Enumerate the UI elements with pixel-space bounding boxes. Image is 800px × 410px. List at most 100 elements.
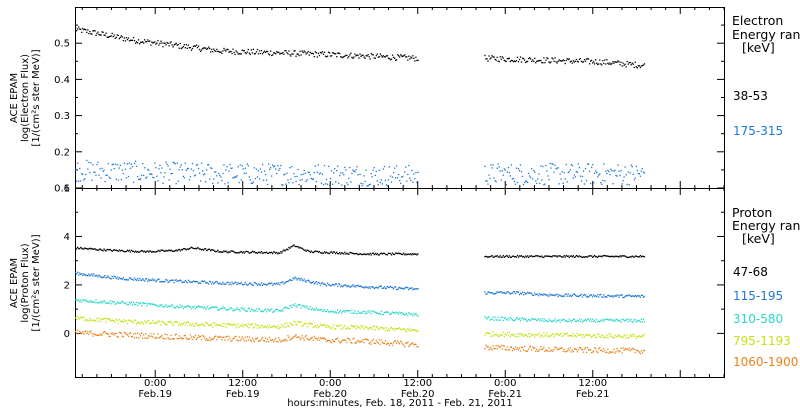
data-point [576,351,579,353]
data-point [565,163,567,166]
data-point [604,180,606,182]
data-point [92,275,94,277]
data-point [510,59,513,62]
data-point [297,168,299,171]
data-point [327,165,330,168]
data-point [178,280,180,282]
data-point [583,293,586,296]
data-point [327,252,330,255]
data-point [181,338,183,340]
data-point [552,320,554,322]
data-point [205,181,207,183]
data-point [539,348,541,350]
data-point [567,335,569,337]
y-tick-label: 0.1 [54,184,70,195]
data-point [539,293,541,295]
data-point [391,311,394,313]
data-point [385,184,388,186]
data-point [488,174,490,176]
data-point [640,170,643,172]
data-point [282,340,284,342]
data-point [300,247,302,249]
data-point [152,250,154,253]
data-point [225,309,227,311]
data-point [400,253,402,255]
data-point [604,336,606,338]
data-point [611,351,613,353]
data-point [522,318,525,321]
data-point [343,174,345,176]
data-point [506,171,508,173]
data-point [181,249,183,251]
data-point [542,165,544,168]
data-point [370,313,372,315]
data-point [404,328,406,331]
data-point [256,48,259,51]
data-point [86,31,88,34]
data-point [214,322,216,324]
data-point [605,170,607,173]
data-point [498,335,500,338]
data-point [221,325,223,327]
data-point [301,325,303,327]
data-point [330,170,333,172]
data-point [403,184,405,187]
data-point [560,332,562,334]
data-point [335,181,337,183]
data-point [549,293,551,295]
data-point [171,303,173,306]
data-point [414,253,416,255]
data-point [638,335,641,337]
data-point [258,251,261,253]
data-point [341,252,343,254]
data-point [354,171,356,173]
data-point [177,337,179,340]
data-point [416,330,418,333]
data-point [249,282,251,284]
data-point [301,304,303,307]
data-point [623,334,625,336]
data-point [319,337,322,339]
data-point [268,282,271,284]
data-point [134,278,137,281]
data-point [260,338,263,340]
data-point [499,319,501,321]
data-point [87,168,89,170]
data-point [632,256,634,258]
data-point [410,330,412,332]
data-point [413,344,415,346]
data-point [400,312,402,314]
data-point [594,172,596,174]
data-point [558,294,560,296]
data-point [367,329,369,331]
data-point [228,251,230,253]
data-point [185,169,188,172]
data-point [81,31,83,34]
data-point [347,310,349,312]
data-point [526,60,529,63]
data-point [332,311,335,313]
data-point [229,251,231,253]
data-point [153,303,155,305]
data-point [232,337,234,340]
data-point [112,277,114,279]
data-point [281,323,283,326]
data-point [366,327,368,329]
data-point [293,244,295,246]
data-point [275,168,277,170]
data-point [119,36,121,39]
data-point [261,284,264,287]
data-point [319,252,322,254]
data-point [86,319,88,321]
data-point [155,336,157,338]
data-point [534,255,536,257]
data-point [588,295,591,297]
data-point [385,343,388,345]
data-point [116,250,118,252]
data-point [212,51,214,53]
data-point [134,160,137,162]
data-point [559,173,561,175]
data-point [145,41,147,43]
data-point [85,319,87,321]
data-point [523,345,526,348]
